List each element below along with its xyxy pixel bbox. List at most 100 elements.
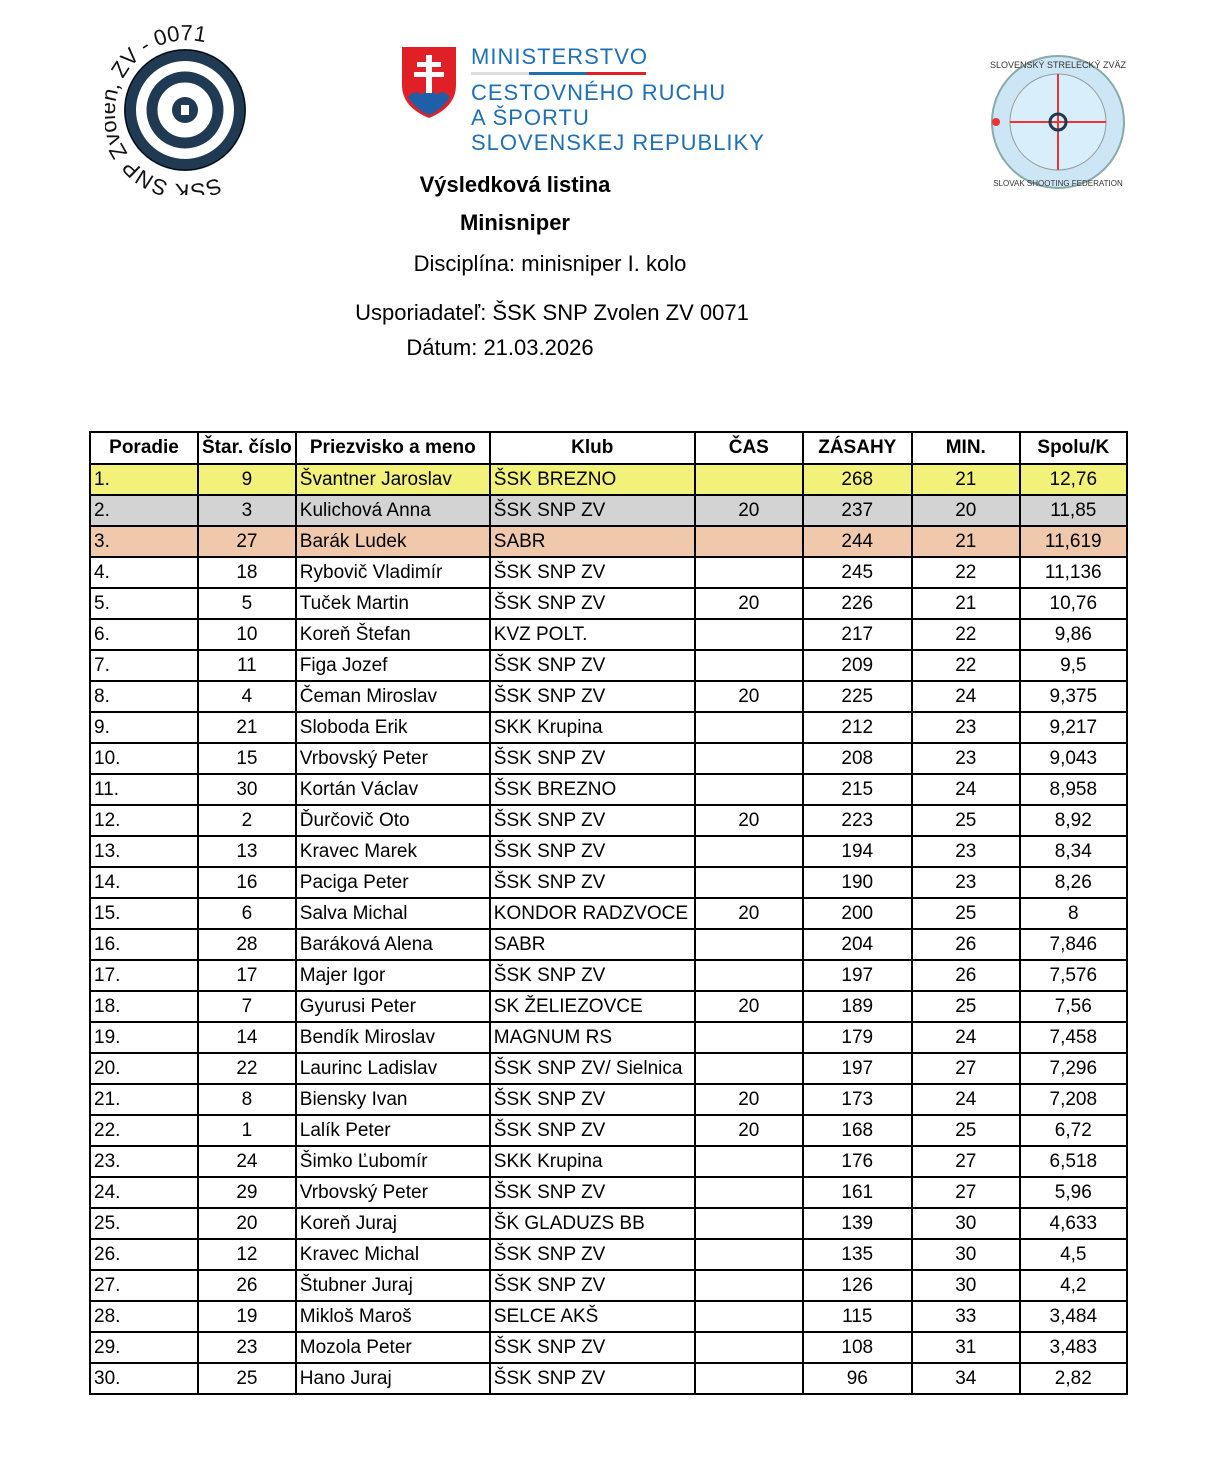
cell-total: 11,136: [1018, 556, 1128, 589]
cell-name: Mikloš Maroš: [294, 1300, 491, 1333]
cell-hits: 268: [801, 463, 913, 496]
cell-minutes: 27: [910, 1176, 1021, 1209]
tricolor-line: [471, 72, 646, 75]
cell-hits: 179: [801, 1021, 913, 1054]
cell-minutes: 24: [910, 1021, 1021, 1054]
cell-club: ŠSK BREZNO: [488, 773, 696, 806]
cell-total: 7,846: [1018, 928, 1128, 961]
cell-total: 11,85: [1018, 494, 1128, 527]
cell-start-number: 16: [197, 866, 297, 899]
cell-hits: 176: [801, 1145, 913, 1178]
cell-rank: 23.: [89, 1145, 199, 1178]
cell-start-number: 12: [197, 1238, 297, 1271]
cell-total: 4,2: [1018, 1269, 1128, 1302]
cell-name: Tuček Martin: [294, 587, 491, 620]
cell-minutes: 23: [910, 711, 1021, 744]
cell-total: 9,375: [1018, 680, 1128, 713]
cell-rank: 6.: [89, 618, 199, 651]
cell-name: Baráková Alena: [294, 928, 491, 961]
cell-hits: 189: [801, 990, 913, 1023]
cell-total: 6,518: [1018, 1145, 1128, 1178]
table-row: 18. 7 Gyurusi Peter SK ŽELIEZOVCE 20 189 25 7,5…: [89, 990, 1128, 1023]
cell-time: 20: [693, 897, 804, 930]
cell-time: [693, 1021, 804, 1054]
cell-club: ŠSK SNP ZV: [488, 1114, 696, 1147]
table-row: 20. 22 Laurinc Ladislav ŠSK SNP ZV/ Sielnic…: [89, 1052, 1128, 1085]
cell-total: 9,043: [1018, 742, 1128, 775]
cell-rank: 15.: [89, 897, 199, 930]
cell-start-number: 26: [197, 1269, 297, 1302]
table-row: 2. 3 Kulichová Anna ŠSK SNP ZV 20 237 20 11,85: [89, 494, 1128, 527]
table-row: 27. 26 Štubner Juraj ŠSK SNP ZV 126 30 4,2: [89, 1269, 1128, 1302]
svg-text:SLOVAK SHOOTING FEDERATION: SLOVAK SHOOTING FEDERATION: [993, 179, 1123, 188]
cell-name: Šimko Ľubomír: [294, 1145, 491, 1178]
cell-rank: 5.: [89, 587, 199, 620]
cell-club: ŠSK SNP ZV: [488, 556, 696, 589]
cell-rank: 2.: [89, 494, 199, 527]
cell-start-number: 6: [197, 897, 297, 930]
cell-minutes: 27: [910, 1145, 1021, 1178]
table-row: 13. 13 Kravec Marek ŠSK SNP ZV 194 23 8,34: [89, 835, 1128, 868]
document-subtitle: Minisniper: [459, 210, 570, 235]
cell-club: ŠSK SNP ZV: [488, 494, 696, 527]
results-table: Poradie Štar. číslo Priezvisko a meno Klub Č…: [89, 431, 1128, 1395]
cell-time: [693, 773, 804, 806]
cell-time: [693, 463, 804, 496]
cell-total: 3,483: [1018, 1331, 1128, 1364]
cell-total: 4,5: [1018, 1238, 1128, 1271]
cell-rank: 20.: [89, 1052, 199, 1085]
ministry-line-3: A ŠPORTU: [471, 105, 590, 130]
column-header-rank: Poradie: [89, 431, 199, 465]
cell-total: 8: [1018, 897, 1128, 930]
organizer: Usporiadateľ: ŠSK SNP Zvolen ZV 0071: [355, 300, 749, 325]
cell-rank: 17.: [89, 959, 199, 992]
cell-minutes: 25: [910, 1114, 1021, 1147]
cell-start-number: 8: [197, 1083, 297, 1116]
cell-total: 6,72: [1018, 1114, 1128, 1147]
cell-rank: 18.: [89, 990, 199, 1023]
cell-name: Majer Igor: [294, 959, 491, 992]
cell-total: 8,26: [1018, 866, 1128, 899]
cell-total: 5,96: [1018, 1176, 1128, 1209]
cell-name: Gyurusi Peter: [294, 990, 491, 1023]
table-row: 30. 25 Hano Juraj ŠSK SNP ZV 96 34 2,82: [89, 1362, 1128, 1395]
cell-minutes: 24: [910, 680, 1021, 713]
cell-hits: 209: [801, 649, 913, 682]
cell-hits: 168: [801, 1114, 913, 1147]
table-row: 17. 17 Majer Igor ŠSK SNP ZV 197 26 7,576: [89, 959, 1128, 992]
cell-minutes: 30: [910, 1238, 1021, 1271]
cell-time: [693, 556, 804, 589]
cell-start-number: 3: [197, 494, 297, 527]
cell-name: Vrbovský Peter: [294, 742, 491, 775]
cell-start-number: 4: [197, 680, 297, 713]
cell-minutes: 23: [910, 742, 1021, 775]
table-row: 24. 29 Vrbovský Peter ŠSK SNP ZV 161 27 5,96: [89, 1176, 1128, 1209]
cell-rank: 13.: [89, 835, 199, 868]
cell-total: 9,86: [1018, 618, 1128, 651]
cell-club: ŠSK SNP ZV: [488, 680, 696, 713]
cell-club: ŠK GLADUZS BB: [488, 1207, 696, 1240]
cell-time: [693, 1176, 804, 1209]
table-row: 16. 28 Baráková Alena SABR 204 26 7,846: [89, 928, 1128, 961]
cell-rank: 7.: [89, 649, 199, 682]
cell-total: 7,56: [1018, 990, 1128, 1023]
table-row: 4. 18 Rybovič Vladimír ŠSK SNP ZV 245 22 11,13…: [89, 556, 1128, 589]
cell-rank: 10.: [89, 742, 199, 775]
cell-hits: 223: [801, 804, 913, 837]
column-header-minutes: MIN.: [910, 431, 1021, 465]
cell-rank: 29.: [89, 1331, 199, 1364]
cell-time: [693, 1052, 804, 1085]
cell-hits: 208: [801, 742, 913, 775]
cell-club: ŠSK SNP ZV: [488, 959, 696, 992]
cell-start-number: 20: [197, 1207, 297, 1240]
cell-start-number: 22: [197, 1052, 297, 1085]
cell-minutes: 30: [910, 1269, 1021, 1302]
cell-hits: 173: [801, 1083, 913, 1116]
cell-hits: 217: [801, 618, 913, 651]
cell-time: [693, 835, 804, 868]
cell-name: Figa Jozef: [294, 649, 491, 682]
cell-time: [693, 959, 804, 992]
svg-text:SLOVENSKÝ STRELECKÝ ZVÄZ: SLOVENSKÝ STRELECKÝ ZVÄZ: [990, 60, 1127, 70]
cell-start-number: 30: [197, 773, 297, 806]
table-header: Poradie Štar. číslo Priezvisko a meno Klub Č…: [89, 431, 1128, 465]
